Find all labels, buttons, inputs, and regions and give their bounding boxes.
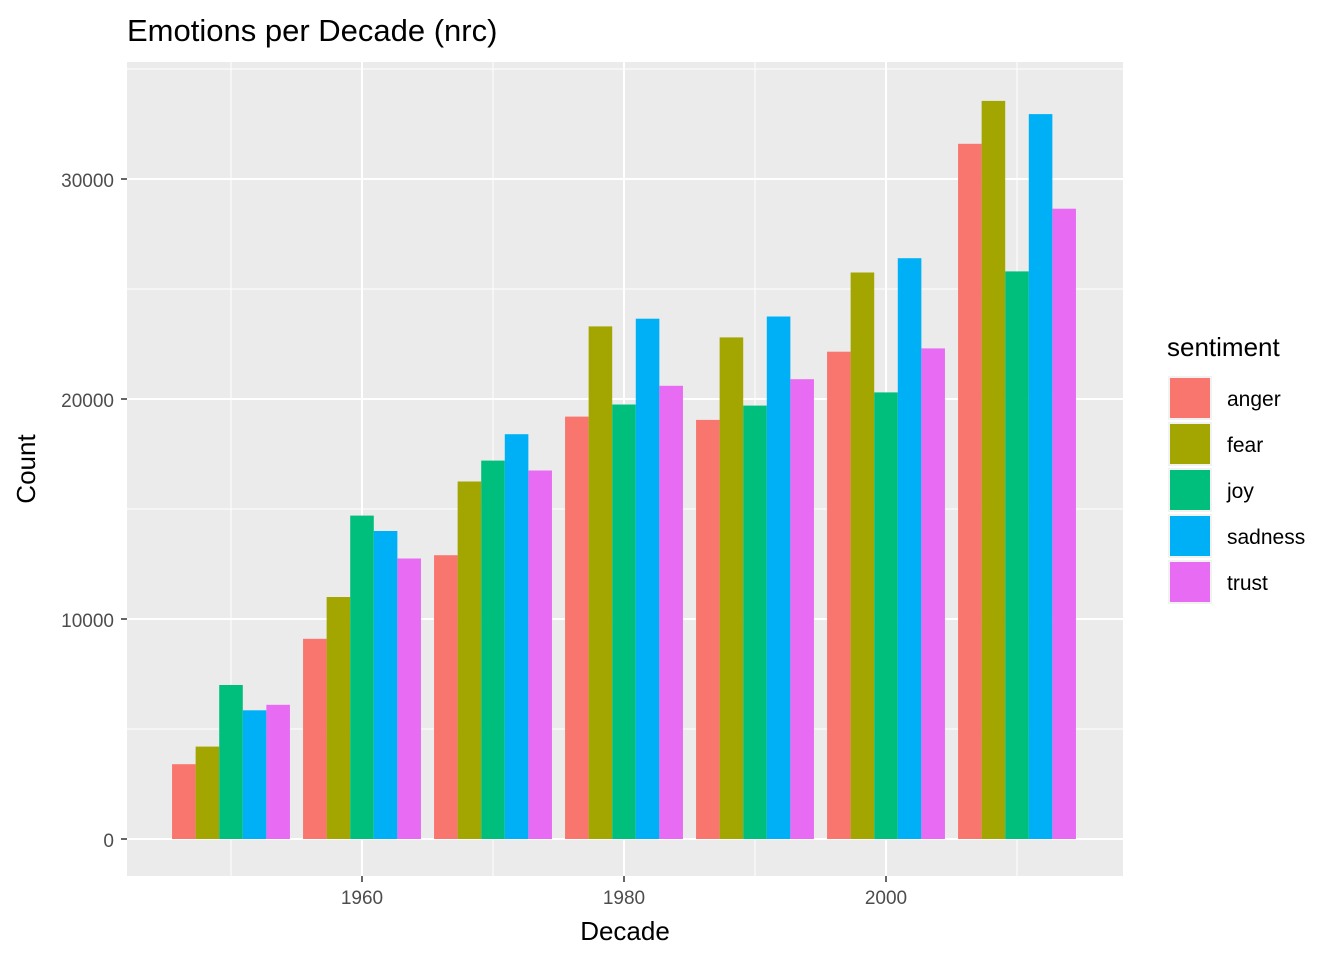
bar-fear	[588, 326, 613, 839]
legend-swatch-anger	[1170, 378, 1210, 418]
legend-title: sentiment	[1167, 332, 1280, 362]
bar-sadness	[504, 434, 529, 839]
bar-trust	[659, 385, 683, 839]
bar-sadness	[897, 258, 922, 839]
tick-marks	[121, 178, 887, 882]
legend-swatch-trust	[1170, 562, 1210, 602]
y-axis-title: Count	[11, 434, 41, 504]
bar-sadness	[242, 710, 267, 839]
y-tick-label: 10000	[61, 611, 114, 632]
bar-anger	[827, 351, 851, 839]
legend: sentiment anger fear joy sadness trust	[1167, 332, 1305, 604]
bar-anger	[434, 555, 458, 839]
legend-swatch-fear	[1170, 424, 1210, 464]
bar-fear	[719, 337, 744, 839]
legend-label-trust: trust	[1227, 572, 1268, 595]
bar-fear	[981, 100, 1006, 839]
bar-anger	[958, 143, 982, 840]
bar-joy	[874, 392, 898, 839]
x-axis-title: Decade	[580, 916, 670, 946]
legend-label-joy: joy	[1226, 480, 1254, 503]
legend-swatch-joy	[1170, 470, 1210, 510]
y-axis-ticks: 0 10000 20000 30000	[61, 171, 114, 852]
bar-fear	[457, 481, 482, 839]
bar-fear	[850, 272, 875, 839]
bar-trust	[528, 470, 552, 839]
bar-anger	[565, 416, 589, 839]
bar-joy	[1005, 271, 1029, 839]
bar-trust	[266, 704, 290, 839]
legend-label-anger: anger	[1227, 388, 1281, 411]
x-tick-label: 2000	[865, 888, 907, 909]
bar-sadness	[1028, 114, 1053, 840]
x-axis-ticks: 1960 1980 2000	[341, 888, 907, 909]
bar-trust	[790, 379, 814, 839]
bar-trust	[921, 348, 945, 839]
legend-items: anger fear joy sadness trust	[1168, 376, 1305, 604]
bar-anger	[172, 764, 196, 839]
chart-title: Emotions per Decade (nrc)	[127, 13, 497, 48]
bar-sadness	[766, 316, 791, 839]
bar-joy	[743, 405, 767, 839]
bar-sadness	[635, 318, 660, 839]
legend-label-sadness: sadness	[1227, 526, 1305, 549]
bar-fear	[195, 746, 220, 839]
bar-joy	[612, 404, 636, 839]
bar-anger	[696, 419, 720, 839]
bar-joy	[481, 460, 505, 839]
legend-label-fear: fear	[1227, 434, 1263, 457]
legend-swatch-sadness	[1170, 516, 1210, 556]
y-tick-label: 20000	[61, 391, 114, 412]
bar-sadness	[373, 531, 398, 839]
bar-trust	[1052, 208, 1076, 839]
bars	[172, 100, 1076, 840]
x-tick-label: 1980	[603, 888, 645, 909]
bar-trust	[397, 558, 421, 839]
bar-anger	[303, 638, 327, 839]
bar-joy	[350, 515, 374, 839]
bar-joy	[219, 685, 243, 839]
x-tick-label: 1960	[341, 888, 383, 909]
y-tick-label: 0	[103, 831, 114, 852]
bar-fear	[326, 597, 351, 839]
y-tick-label: 30000	[61, 171, 114, 192]
